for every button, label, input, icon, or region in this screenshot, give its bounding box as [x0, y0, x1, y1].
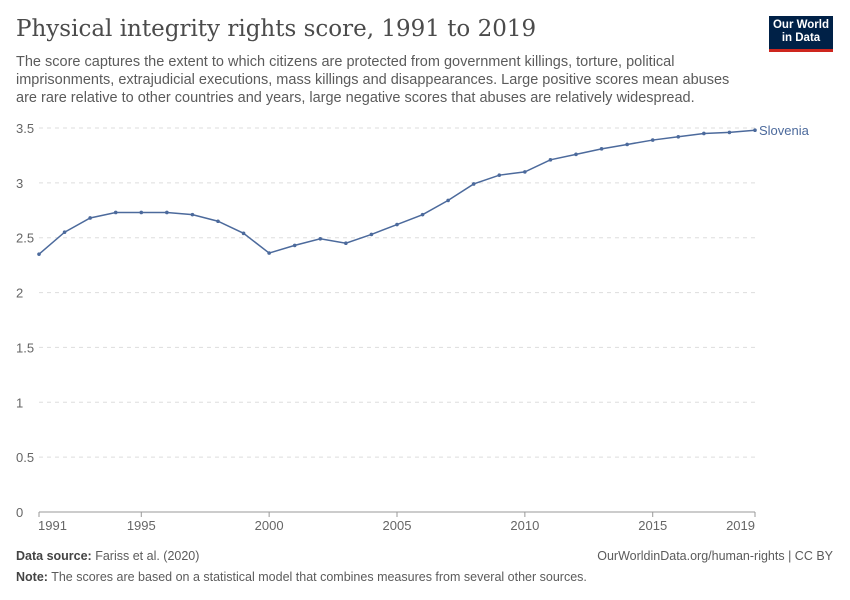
- series-label: Slovenia: [759, 123, 810, 138]
- site-link[interactable]: OurWorldinData.org/human-rights | CC BY: [597, 549, 833, 563]
- y-tick-label: 3: [16, 176, 23, 191]
- data-point: [548, 158, 553, 162]
- x-tick-label: 2015: [638, 518, 667, 533]
- data-point: [625, 142, 629, 147]
- y-tick-label: 2.5: [16, 231, 34, 246]
- data-point: [727, 130, 732, 135]
- data-point: [599, 147, 604, 151]
- y-tick-label: 2: [16, 286, 23, 301]
- data-point: [753, 128, 757, 132]
- x-tick-label: 2019: [726, 518, 755, 533]
- owid-logo[interactable]: Our World in Data: [769, 16, 833, 52]
- data-source: Data source: Fariss et al. (2020): [16, 549, 200, 563]
- data-point: [369, 232, 374, 237]
- data-point: [702, 131, 706, 136]
- x-tick-label: 1991: [38, 518, 67, 533]
- data-point: [113, 210, 118, 215]
- data-point: [420, 212, 425, 217]
- series-line-slovenia: [38, 129, 756, 255]
- data-point: [139, 210, 144, 215]
- chart-subtitle: The score captures the extent to which c…: [16, 54, 730, 106]
- y-tick-label: 3.5: [16, 121, 34, 136]
- data-point: [395, 222, 399, 227]
- data-point: [165, 210, 169, 215]
- data-point: [37, 252, 41, 256]
- data-point: [62, 230, 67, 235]
- data-point: [190, 212, 195, 217]
- data-point: [88, 216, 92, 220]
- chart-title: Physical integrity rights score, 1991 to…: [16, 16, 537, 42]
- data-point: [523, 170, 527, 174]
- data-point: [344, 241, 348, 245]
- y-tick-label: 1.5: [16, 340, 34, 355]
- data-point: [676, 134, 681, 139]
- source-link[interactable]: Fariss et al. (2020): [95, 549, 200, 563]
- data-point: [471, 182, 476, 186]
- data-point: [292, 243, 297, 248]
- x-tick-label: 2010: [510, 518, 539, 533]
- data-point: [446, 198, 450, 203]
- data-point: [497, 173, 502, 177]
- data-point: [267, 251, 271, 255]
- data-point: [650, 138, 655, 142]
- y-tick-label: 0.5: [16, 450, 34, 465]
- x-tick-label: 2000: [255, 518, 284, 533]
- data-point: [318, 237, 323, 241]
- note: Note: The scores are based on a statisti…: [16, 570, 587, 584]
- data-point: [574, 152, 578, 157]
- y-tick-label: 1: [16, 395, 23, 410]
- x-tick-label: 2005: [383, 518, 412, 533]
- x-tick-label: 1995: [127, 518, 156, 533]
- data-point: [216, 219, 220, 224]
- y-tick-label: 0: [16, 505, 23, 520]
- data-point: [241, 231, 246, 236]
